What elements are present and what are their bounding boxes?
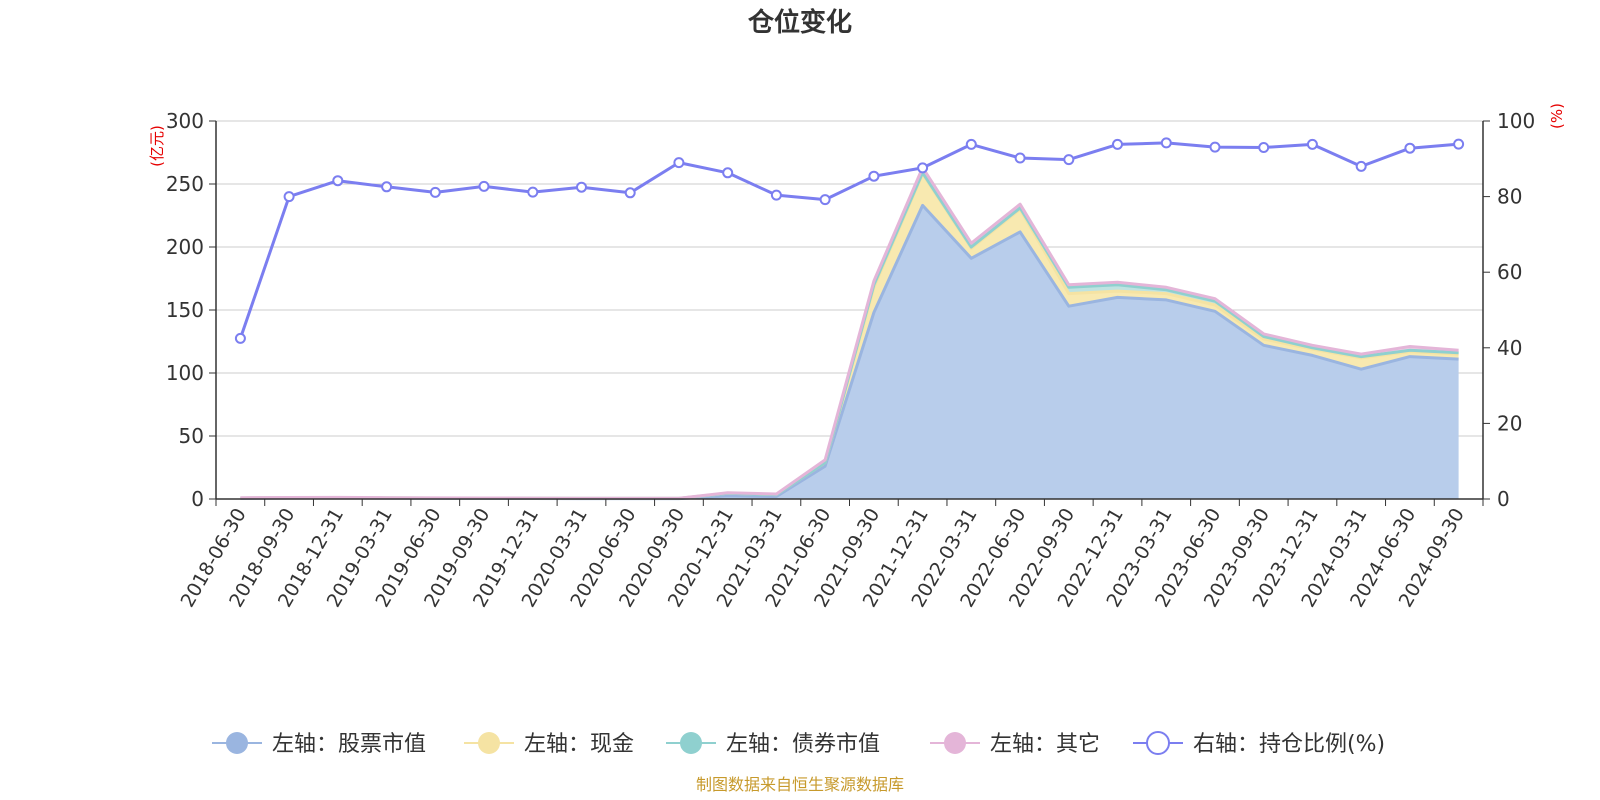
left-tick-label: 200	[166, 235, 204, 259]
ratio-point	[770, 189, 782, 201]
right-tick-label: 0	[1497, 487, 1510, 511]
left-tick-label: 300	[166, 109, 204, 133]
ratio-point	[1014, 152, 1026, 164]
source-note: 制图数据来自恒生聚源数据库	[696, 775, 904, 794]
ratio-point	[332, 175, 344, 187]
ratio-point	[429, 186, 441, 198]
ratio-point	[234, 332, 246, 344]
legend-marker	[226, 732, 248, 754]
ratio-point	[1453, 138, 1465, 150]
ratio-point	[1404, 142, 1416, 154]
ratio-point	[917, 162, 929, 174]
ratio-line	[238, 141, 1459, 339]
ratio-point	[1112, 138, 1123, 150]
ratio-point	[1355, 160, 1367, 172]
right-tick-label: 100	[1497, 109, 1535, 133]
right-axis-unit: (%)	[1548, 103, 1566, 129]
ratio-point	[527, 186, 539, 198]
ratio-point	[478, 180, 490, 192]
ratio-point	[283, 191, 295, 203]
ratio-point	[1160, 137, 1172, 149]
left-tick-label: 0	[191, 487, 204, 511]
legend-marker	[478, 732, 500, 754]
left-axis-unit: (亿元)	[148, 125, 166, 167]
right-tick-label: 40	[1497, 336, 1522, 360]
ratio-point	[624, 187, 636, 199]
area-series	[240, 166, 1459, 501]
ratio-point	[1258, 142, 1270, 153]
legend-label: 左轴：债券市值	[726, 732, 880, 757]
ratio-point	[673, 157, 685, 169]
legend-label: 右轴：持仓比例(%)	[1193, 732, 1385, 757]
legend-label: 左轴：其它	[990, 732, 1100, 757]
ratio-point	[1209, 141, 1221, 153]
legend-marker	[1146, 731, 1170, 755]
ratio-point	[868, 170, 880, 182]
left-tick-label: 150	[166, 298, 204, 322]
right-tick-label: 60	[1497, 260, 1522, 284]
legend-label: 左轴：现金	[524, 732, 634, 757]
ratio-point	[722, 167, 734, 179]
ratio-point	[1063, 154, 1075, 166]
right-tick-label: 20	[1497, 411, 1522, 435]
ratio-point	[965, 138, 977, 150]
ratio-point	[819, 194, 831, 206]
left-tick-label: 250	[166, 172, 204, 196]
ratio-line-series	[234, 137, 1465, 344]
legend-marker	[944, 732, 966, 754]
legend-label: 左轴：股票市值	[272, 732, 426, 757]
left-tick-label: 100	[166, 361, 204, 385]
ratio-point	[1306, 138, 1318, 150]
ratio-point	[576, 181, 587, 193]
left-tick-label: 50	[179, 424, 204, 448]
right-tick-label: 80	[1497, 185, 1522, 209]
area-line-左轴：其它	[240, 166, 1459, 500]
chart-title: 仓位变化	[747, 7, 852, 38]
legend-marker	[680, 732, 702, 754]
ratio-point	[381, 181, 393, 193]
area-左轴：股票市值	[240, 205, 1459, 499]
legend: 左轴：股票市值 左轴：现金 左轴：债券市值 左轴：其它 右轴：持仓比例(%)	[212, 731, 1385, 757]
